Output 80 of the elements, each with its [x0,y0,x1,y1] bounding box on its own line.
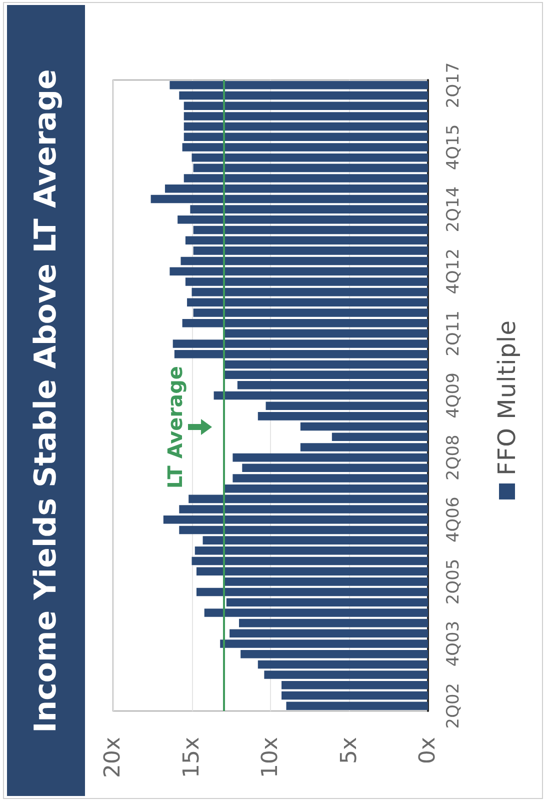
bar [185,236,428,244]
bar [214,391,428,400]
y-tick-label: 4Q03 [444,620,464,667]
bar [192,556,428,566]
bar [170,81,428,90]
x-tick-label: 20x [100,737,126,778]
bar [286,702,428,710]
x-tick-label: 10x [258,737,283,778]
bar [185,278,428,286]
bar [182,318,428,328]
bar [188,494,428,504]
y-tick-label: 4Q12 [444,248,464,294]
bar [226,598,428,607]
bar [184,112,428,120]
bar [193,226,428,234]
bar [184,102,428,110]
bar [300,443,428,452]
x-tick-label: 15x [179,737,204,778]
y-tick-label: 2Q02 [444,682,464,729]
bar [242,464,428,472]
bar [196,588,428,596]
y-tick-label: 2Q11 [444,310,464,356]
bar [240,650,428,658]
bar [232,453,428,462]
x-tick-label: 5x [336,737,362,764]
y-tick-label: 2Q08 [444,434,464,480]
y-tick-label: 4Q15 [444,124,464,170]
bar [220,640,428,648]
x-tick-label: 0x [416,737,440,764]
bar [172,340,428,348]
bar [193,308,428,317]
bar [190,205,428,214]
bar [230,629,428,638]
bar [178,216,428,224]
bar [223,329,428,338]
bar [204,608,428,617]
bar [232,474,428,482]
bar [180,256,428,266]
bar [258,412,428,420]
y-tick-label: 4Q09 [444,372,464,418]
text: FFO Multiple [493,320,521,476]
bar [282,691,428,700]
bar [192,288,428,296]
bar [174,350,428,358]
bar [266,402,428,410]
bar [179,505,428,514]
bar [194,546,428,555]
bar [193,246,428,255]
y-tick-label: 4Q06 [444,496,464,543]
bar [184,122,428,131]
bar [192,153,428,162]
y-tick-label: 2Q14 [444,186,464,232]
bar [224,578,428,586]
bar [332,432,428,442]
bar [187,298,428,307]
bar [184,132,428,142]
bar [164,184,428,193]
bar [179,91,428,100]
bar [184,174,428,182]
ref-line-label: LT Average [163,366,188,488]
bar [223,484,428,493]
bar [264,670,428,679]
bar [170,267,428,276]
bar [202,536,428,544]
bar [300,422,428,431]
y-tick-label: 2Q05 [444,558,464,605]
bar [179,526,428,534]
bar [239,618,428,628]
bar [163,515,428,524]
bar [196,567,428,576]
bar [237,381,428,390]
y-tick-label: 2Q17 [444,62,464,108]
bar [193,164,428,172]
bar [150,194,428,204]
bar [182,143,428,152]
bar [224,370,428,379]
bar [282,681,428,690]
bar [258,660,428,669]
bar [224,360,428,369]
text: Income Yields Stable Above LT Average [28,68,64,732]
